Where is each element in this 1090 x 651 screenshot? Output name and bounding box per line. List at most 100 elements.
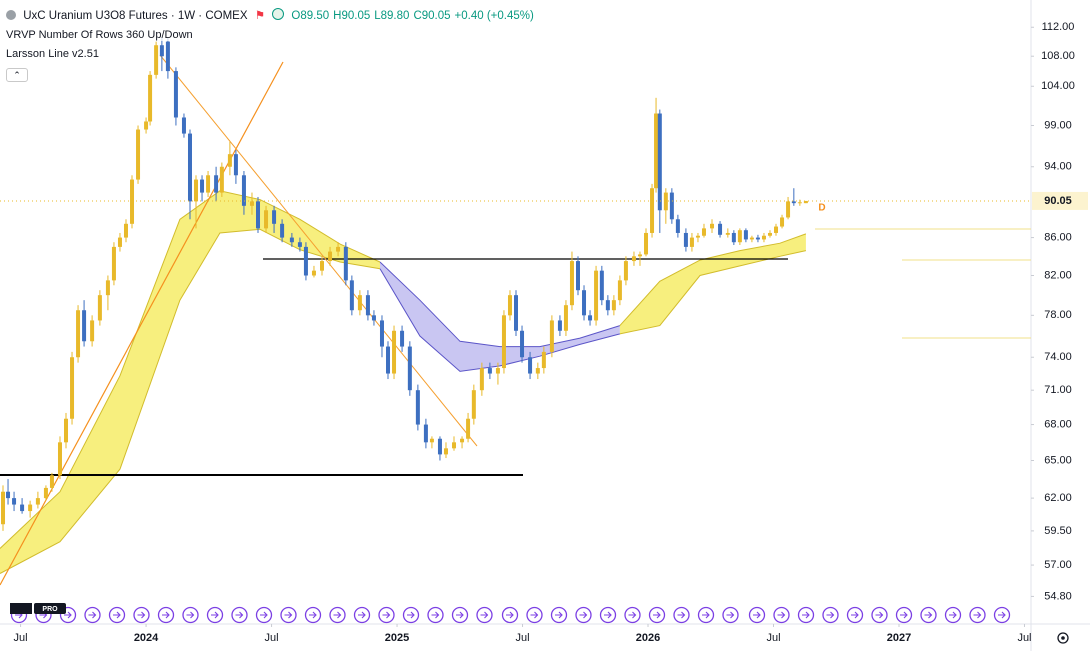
event-icon-glyph (284, 611, 293, 619)
candle-body (460, 438, 465, 443)
event-icon-glyph (211, 611, 219, 619)
candle-body (20, 504, 25, 512)
market-status[interactable] (272, 8, 285, 20)
candle-body (710, 223, 715, 229)
event-icon-glyph (677, 611, 686, 619)
settings-icon[interactable] (1057, 632, 1069, 644)
y-tick-label: 112.00 (1042, 21, 1075, 33)
y-tick-label: 108.00 (1041, 50, 1075, 62)
collapse-button[interactable]: ⌃ (6, 68, 32, 82)
candle-body (767, 232, 772, 236)
symbol-title[interactable]: UxC Uranium U3O8 Futures · 1W · COMEX (23, 10, 248, 22)
event-icon-glyph (777, 611, 786, 619)
candle-body (280, 223, 285, 238)
event-icon-glyph (875, 611, 884, 619)
candle-body (76, 310, 81, 358)
candle-body (761, 235, 766, 240)
candle-body (311, 270, 316, 276)
candle-body (159, 45, 164, 57)
candle-body (97, 295, 102, 321)
candle-body (154, 45, 159, 75)
candle-body (689, 237, 694, 247)
candle-body (541, 351, 546, 369)
trend-line[interactable] (159, 54, 478, 447)
event-icon-glyph (653, 611, 661, 619)
candle-body (407, 346, 412, 391)
event-icon-glyph (579, 611, 588, 619)
x-tick-label: 2026 (636, 632, 660, 644)
event-icon-glyph (407, 611, 415, 619)
flag-icon[interactable]: ⚑ (254, 10, 266, 22)
candle-body (669, 192, 674, 220)
y-tick-label: 86.00 (1044, 231, 1072, 243)
candle-body (650, 188, 655, 233)
candle-body (336, 246, 341, 252)
ohlc-low: L89.80 (374, 10, 410, 22)
event-icon-glyph (628, 611, 637, 619)
ohlc-change: +0.40 (+0.45%) (454, 10, 534, 22)
candle-body (303, 246, 308, 276)
candle-body (471, 390, 476, 419)
candle-body (28, 504, 33, 512)
event-icon-glyph (530, 611, 539, 619)
event-icon-glyph (753, 611, 761, 619)
candle-body (637, 254, 642, 257)
y-tick-label: 54.80 (1044, 590, 1072, 602)
candle-body (200, 179, 205, 193)
candle-body (466, 418, 471, 439)
candle-body (35, 498, 40, 505)
candle-body (495, 368, 500, 374)
candle-body (617, 280, 622, 301)
candle-body (365, 295, 370, 316)
candle-body (437, 438, 442, 455)
candle-body (549, 320, 554, 352)
candle-body (443, 448, 448, 455)
x-tick-label: Jul (265, 632, 279, 644)
candle-body (249, 201, 254, 206)
ohlc-high: H90.05 (333, 10, 371, 22)
candle-body (452, 442, 457, 449)
candle-body (328, 251, 333, 262)
candle-body (130, 179, 135, 224)
candle-body (241, 175, 246, 206)
candle-body (256, 201, 261, 229)
y-tick-label: 74.00 (1044, 351, 1072, 363)
candle-body (631, 256, 636, 262)
event-icon-glyph (333, 611, 342, 619)
event-icon-glyph (924, 611, 933, 619)
candle-body (803, 200, 808, 204)
dividend-marker[interactable]: D (818, 203, 825, 214)
candle-body (165, 41, 170, 72)
y-tick-label: 78.00 (1044, 309, 1072, 321)
candle-body (82, 310, 87, 342)
symbol-icon (6, 10, 16, 20)
event-icon-glyph (456, 611, 464, 619)
candle-body (507, 295, 512, 316)
indicator-label[interactable]: VRVP Number Of Rows 360 Up/Down (6, 29, 193, 41)
candle-body (718, 223, 723, 235)
candle-body (774, 226, 779, 233)
trend-line[interactable] (0, 61, 284, 586)
candle-body (575, 261, 580, 291)
candle-body (701, 228, 706, 236)
candle-body (1, 491, 6, 525)
candle-body (725, 232, 730, 235)
candle-body (105, 280, 110, 296)
candle-body (379, 320, 384, 347)
candle-body (219, 166, 224, 193)
candle-body (117, 237, 122, 247)
candle-body (514, 295, 519, 331)
band-lower (619, 250, 807, 335)
indicator-label[interactable]: Larsson Line v2.51 (6, 48, 99, 60)
y-tick-label: 104.00 (1041, 80, 1075, 92)
candle-body (148, 74, 153, 122)
x-tick-label: Jul (14, 632, 28, 644)
band-lower (0, 228, 381, 574)
event-icon-glyph (64, 611, 72, 619)
candle-body (501, 315, 506, 369)
candle-body (386, 346, 391, 374)
candle-body (320, 261, 325, 271)
candle-body (264, 210, 269, 229)
event-icon-glyph (506, 611, 514, 619)
